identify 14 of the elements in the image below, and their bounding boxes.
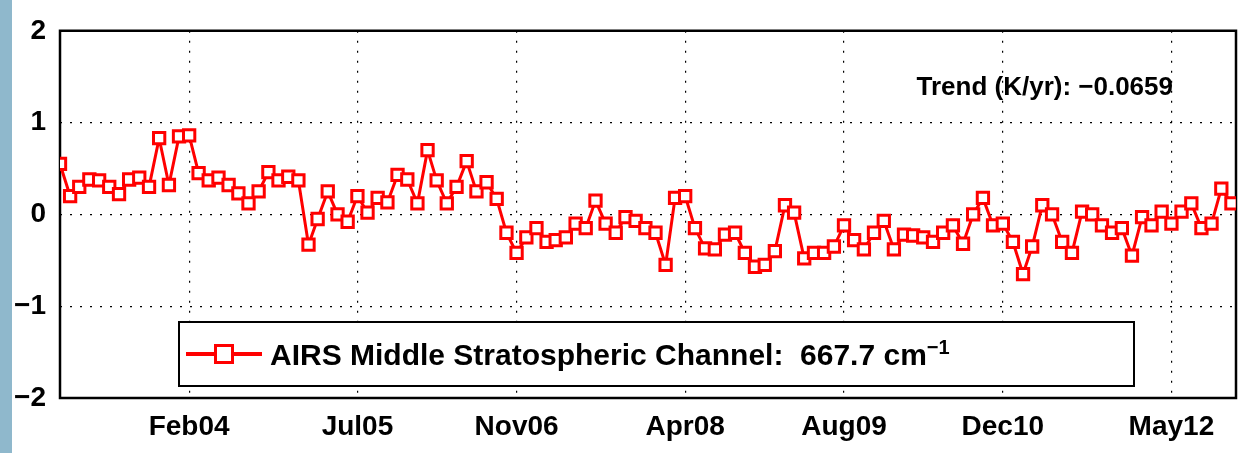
x-tick-label: Dec10	[961, 409, 1045, 441]
y-tick-label: 2	[30, 13, 46, 45]
x-tick-label: May12	[1128, 409, 1215, 441]
x-tick-label: Feb04	[148, 409, 231, 441]
x-tick-label: Apr08	[645, 409, 725, 441]
x-tick-label: Nov06	[474, 409, 559, 441]
legend-label: AIRS Middle Stratospheric Channel: 667.7 cm$^{−1}$	[270, 336, 950, 372]
y-tick-label: 1	[30, 105, 46, 137]
annotation: Trend (K/yr): −0.0659	[916, 70, 1173, 101]
y-tick-label: −2	[14, 380, 46, 412]
y-tick-label: −1	[14, 288, 46, 320]
x-tick-label: Aug09	[801, 409, 887, 441]
y-tick-label: 0	[30, 197, 46, 229]
x-tick-label: Jul05	[321, 409, 394, 441]
